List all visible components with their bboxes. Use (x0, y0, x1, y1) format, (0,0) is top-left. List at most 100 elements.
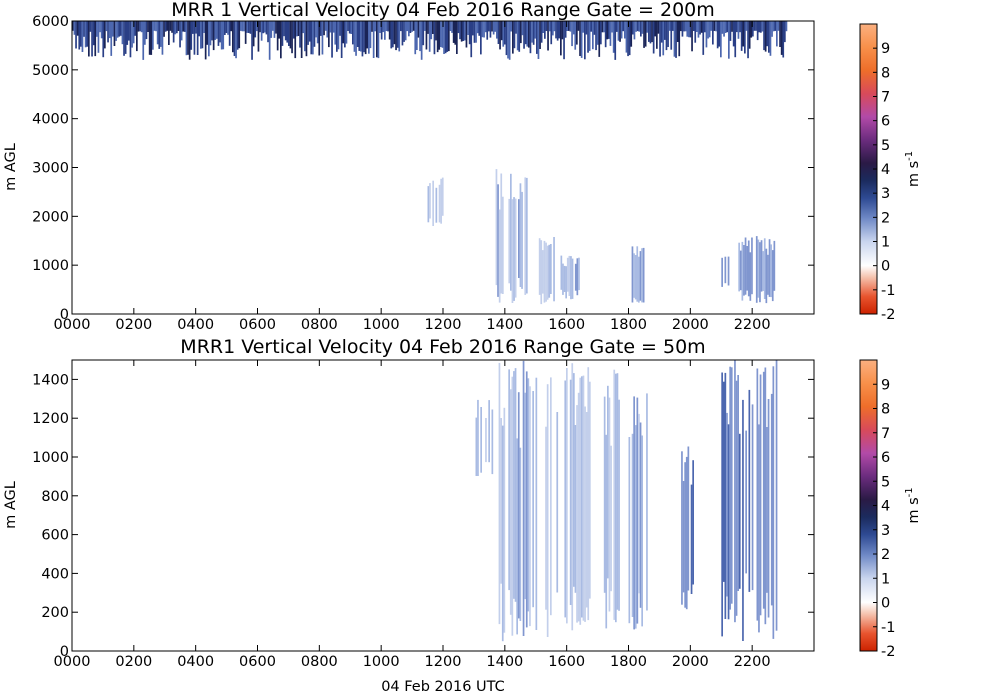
velocity-streak (425, 21, 428, 50)
velocity-streak (759, 374, 762, 616)
colorbar-tick-label: 1 (881, 235, 890, 251)
velocity-streak (542, 21, 545, 33)
velocity-streak (280, 21, 282, 59)
velocity-streak (729, 366, 731, 610)
velocity-streak (604, 21, 607, 48)
velocity-streak (163, 21, 165, 37)
velocity-streak (320, 21, 322, 36)
velocity-streak (396, 21, 399, 48)
velocity-streak (492, 21, 495, 35)
velocity-streak (500, 418, 502, 584)
velocity-streak (257, 21, 260, 52)
velocity-streak (446, 21, 449, 52)
velocity-streak (500, 173, 503, 294)
velocity-streak (123, 21, 125, 56)
velocity-streak (211, 21, 213, 41)
velocity-streak (631, 433, 634, 617)
panel-top: MRR 1 Vertical Velocity 04 Feb 2016 Rang… (3, 0, 922, 333)
velocity-streak (126, 21, 129, 45)
velocity-streak (571, 363, 574, 631)
velocity-streak (556, 21, 559, 41)
velocity-streak (670, 21, 673, 50)
velocity-streak (300, 21, 303, 58)
velocity-streak (750, 21, 753, 38)
velocity-streak (105, 21, 108, 32)
velocity-streak (81, 21, 84, 52)
velocity-streak (745, 430, 747, 574)
velocity-streak (168, 21, 170, 45)
velocity-streak (288, 21, 290, 46)
velocity-streak (672, 21, 674, 31)
velocity-streak (358, 21, 361, 51)
velocity-streak (528, 21, 530, 48)
velocity-streak (480, 21, 482, 55)
velocity-streak (739, 250, 742, 291)
velocity-streak (542, 250, 544, 294)
velocity-streak (777, 21, 780, 31)
velocity-streak (741, 241, 744, 301)
velocity-streak (769, 21, 772, 56)
y-tick-label: 600 (41, 528, 69, 544)
velocity-streak (543, 240, 546, 303)
velocity-streak (524, 392, 526, 600)
velocity-streak (440, 178, 442, 224)
velocity-streak (518, 199, 520, 278)
velocity-streak (749, 252, 752, 301)
velocity-streak (484, 21, 487, 33)
velocity-streak (550, 377, 552, 616)
velocity-streak (324, 21, 327, 31)
velocity-streak (416, 21, 418, 50)
velocity-streak (546, 384, 549, 637)
velocity-streak (514, 368, 517, 602)
axis-ticks: 0000 0200 0400 0600 0800 1000 1200 1400 1600 1800… (32, 360, 814, 670)
velocity-streak (515, 21, 517, 34)
velocity-streak (246, 21, 249, 33)
velocity-streak (436, 21, 439, 53)
velocity-streak (560, 21, 562, 56)
velocity-streak (710, 21, 713, 31)
velocity-streak (593, 21, 596, 35)
velocity-streak (590, 21, 593, 32)
velocity-streak (673, 21, 676, 57)
velocity-streak (241, 21, 244, 32)
velocity-streak (516, 21, 519, 51)
velocity-streak (540, 240, 543, 305)
velocity-streak (633, 396, 635, 630)
velocity-streak (443, 21, 445, 54)
velocity-streak (636, 397, 639, 624)
velocity-streak (348, 21, 351, 34)
velocity-streak (88, 21, 90, 57)
velocity-streak (713, 21, 716, 31)
velocity-streak (360, 21, 362, 52)
velocity-streak (513, 371, 515, 599)
velocity-streak (334, 21, 337, 45)
velocity-streak (268, 21, 271, 60)
velocity-streak (171, 21, 173, 33)
x-tick-label: 1800 (610, 317, 647, 333)
velocity-streak (722, 381, 725, 582)
velocity-streak (771, 21, 773, 37)
velocity-streak (449, 21, 452, 31)
velocity-streak (86, 21, 89, 47)
velocity-streak (616, 21, 618, 32)
velocity-streak (457, 21, 460, 34)
velocity-streak (708, 21, 711, 38)
velocity-streak (224, 21, 226, 35)
velocity-streak (507, 21, 509, 59)
velocity-field (72, 21, 788, 305)
velocity-streak (208, 21, 210, 57)
velocity-streak (80, 21, 82, 47)
velocity-streak (225, 21, 228, 33)
velocity-streak (772, 21, 775, 32)
velocity-streak (752, 21, 754, 37)
y-tick-label: 1000 (32, 258, 69, 274)
velocity-streak (182, 21, 185, 32)
velocity-streak (743, 245, 745, 296)
velocity-streak (732, 21, 735, 47)
velocity-streak (646, 21, 649, 33)
x-tick-label: 1600 (548, 654, 585, 670)
velocity-streak (738, 242, 740, 292)
velocity-streak (643, 21, 645, 48)
velocity-streak (344, 21, 346, 48)
velocity-streak (310, 21, 313, 55)
